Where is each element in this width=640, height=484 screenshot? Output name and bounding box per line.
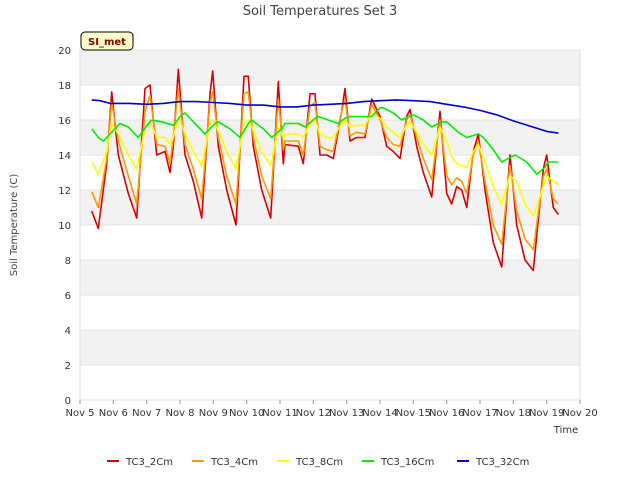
legend-label: TC3_16Cm [380, 457, 434, 468]
x-tick-label: Nov 19 [529, 408, 564, 419]
x-tick-label: Nov 15 [396, 408, 431, 419]
x-tick-label: Nov 11 [262, 408, 297, 419]
series-line-tc3-2cm [90, 68, 559, 272]
x-tick-label: Nov 9 [199, 408, 228, 419]
x-tick-label: Nov 17 [462, 408, 497, 419]
x-tick-label: Nov 14 [362, 408, 397, 419]
y-tick-label: 14 [58, 151, 71, 162]
y-tick-label: 0 [65, 396, 71, 407]
x-tick-label: Nov 18 [496, 408, 531, 419]
chart-title: Soil Temperatures Set 3 [243, 4, 398, 19]
x-tick-label: Nov 12 [296, 408, 331, 419]
y-tick-label: 18 [58, 81, 71, 92]
legend-label: TC3_4Cm [210, 457, 258, 468]
series-line-tc3-16cm [91, 107, 559, 176]
x-tick-label: Nov 6 [99, 408, 128, 419]
legend-label: TC3_32Cm [475, 457, 529, 468]
legend-item-tc3-8cm: TC3_8Cm [277, 457, 343, 468]
y-tick-label: 6 [65, 291, 71, 302]
series-line-tc3-8cm [90, 112, 559, 218]
grid-band [80, 85, 580, 120]
y-tick-label: 10 [58, 221, 71, 232]
legend-label: TC3_2Cm [125, 457, 173, 468]
annotation-label: SI_met [88, 37, 126, 48]
y-tick-label: 12 [58, 186, 71, 197]
y-tick-label: 4 [65, 326, 71, 337]
y-tick-label: 20 [58, 46, 71, 57]
grid-band [80, 190, 580, 225]
grid-band [80, 365, 580, 400]
x-tick-label: Nov 16 [429, 408, 464, 419]
grid-band [80, 295, 580, 330]
y-tick-label: 8 [65, 256, 71, 267]
legend-item-tc3-4cm: TC3_4Cm [192, 457, 258, 468]
series-line-tc3-32cm [91, 99, 559, 134]
grid-band [80, 155, 580, 190]
y-tick-label: 2 [65, 361, 71, 372]
x-tick-label: Nov 8 [165, 408, 194, 419]
x-tick-label: Nov 20 [562, 408, 597, 419]
grid-band [80, 330, 580, 365]
x-tick-label: Nov 10 [229, 408, 264, 419]
x-axis-label: Time [553, 425, 578, 436]
x-tick-label: Nov 13 [329, 408, 364, 419]
legend-item-tc3-2cm: TC3_2Cm [107, 457, 173, 468]
x-tick-label: Nov 5 [65, 408, 94, 419]
legend-item-tc3-16cm: TC3_16Cm [362, 457, 434, 468]
y-axis-label: Soil Temperature (C) [9, 174, 20, 277]
grid-band [80, 260, 580, 295]
annotation-box: SI_met [80, 31, 134, 51]
grid-band [80, 50, 580, 85]
legend-label: TC3_8Cm [295, 457, 343, 468]
x-tick-label: Nov 7 [132, 408, 161, 419]
y-tick-label: 16 [58, 116, 71, 127]
legend-item-tc3-32cm: TC3_32Cm [457, 457, 529, 468]
